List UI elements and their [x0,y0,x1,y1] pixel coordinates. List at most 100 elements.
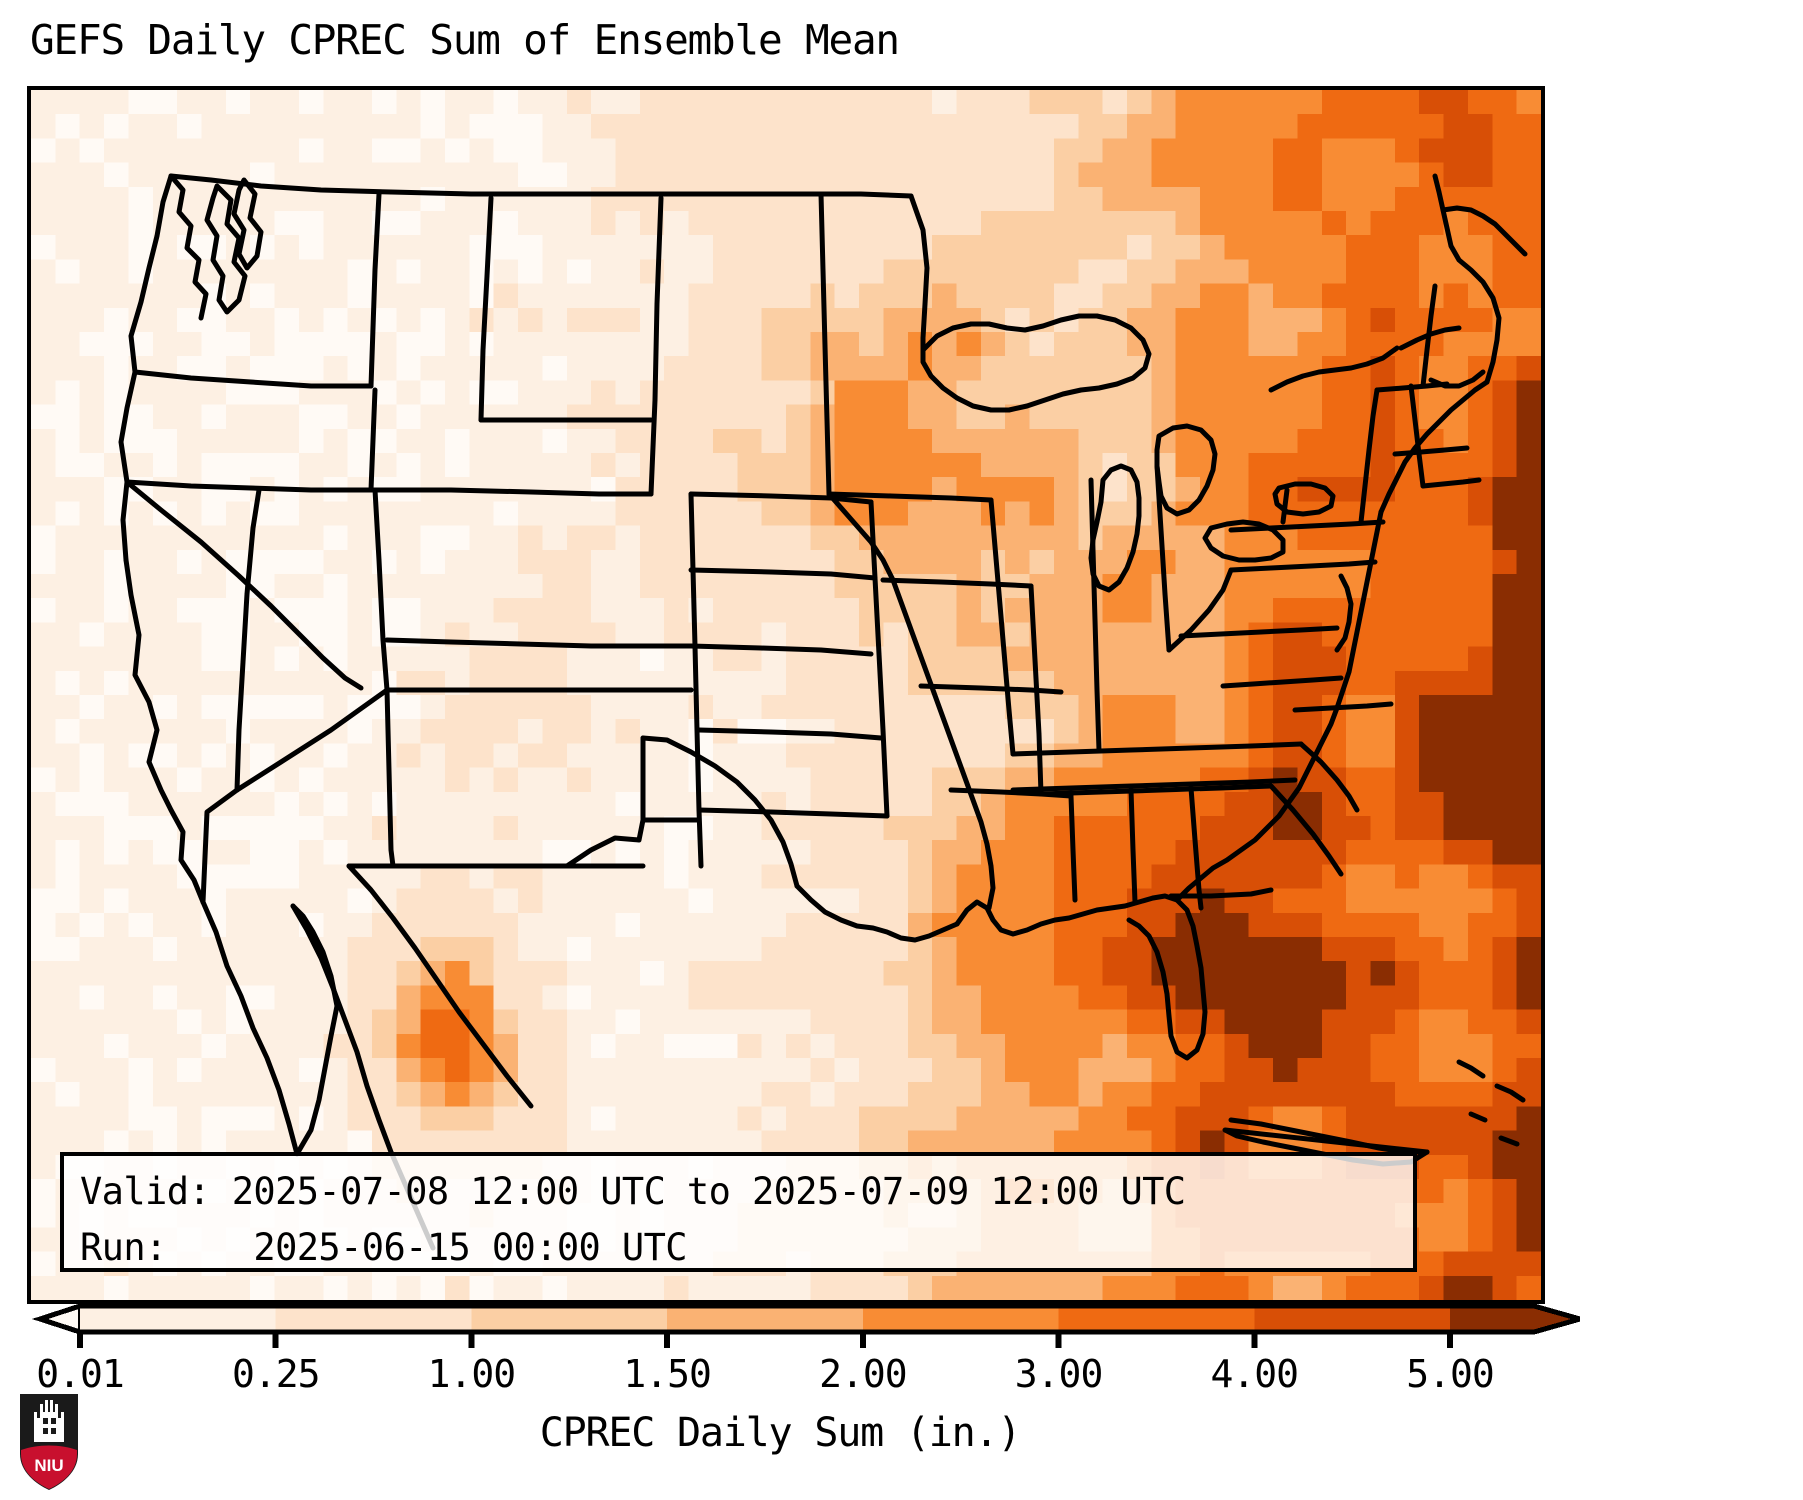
precip-cell [591,1106,617,1132]
precip-cell [1248,259,1274,285]
precip-cell [298,428,324,454]
precip-cell [1370,961,1396,986]
precip-cell [542,864,568,890]
precip-cell [493,332,519,357]
precip-cell [396,791,422,817]
precip-cell [1467,864,1493,890]
precip-cell [128,840,154,865]
precip-cell [104,356,130,381]
precip-cell [250,549,276,575]
precip-cell [55,525,81,551]
precip-cell [1346,816,1372,841]
precip-cell [737,888,763,914]
precip-cell [907,453,933,478]
precip-cell [1492,961,1518,986]
precip-cell [859,1130,885,1156]
precip-cell [347,791,373,817]
precip-cell [1394,767,1420,793]
precip-cell [201,719,227,744]
precip-cell [859,138,885,164]
precip-cell [1297,235,1323,260]
precip-cell [79,138,105,164]
precip-cell [1419,211,1445,236]
precip-cell [1029,453,1055,478]
precip-cell [761,138,787,164]
colorbar-tick-label: 1.00 [427,1352,517,1396]
precip-cell [907,138,933,164]
precip-cell [1200,211,1225,236]
precip-cell [420,888,446,914]
precip-cell [956,719,982,744]
precip-cell [615,162,641,188]
precip-cell [1516,767,1541,793]
precip-cell [1175,283,1201,309]
precip-cell [1370,307,1396,333]
precip-cell [225,1106,251,1132]
precip-cell [420,1130,446,1156]
precip-cell [1005,961,1031,986]
precip-cell [664,162,690,188]
precip-cell [786,1130,811,1156]
precip-cell [1346,138,1372,164]
precip-cell [420,840,446,865]
precip-cell [1273,114,1299,139]
precip-cell [79,404,105,430]
precip-cell [956,525,982,551]
precip-cell [859,1275,885,1300]
precip-cell [542,719,568,744]
precip-cell [323,816,349,841]
precip-cell [834,1033,860,1059]
precip-cell [396,307,422,333]
precip-cell [1005,453,1031,478]
precip-cell [591,307,617,333]
precip-cell [1175,1130,1201,1156]
precip-cell [956,211,982,236]
precip-cell [1175,598,1201,623]
precip-cell [104,90,130,115]
precip-cell [786,1033,811,1059]
precip-cell [55,816,81,841]
precip-cell [1419,937,1445,962]
precip-cell [128,501,154,527]
precip-cell [566,816,592,841]
precip-cell [1467,1033,1493,1059]
precip-cell [786,356,811,381]
colorbar-tick-label: 0.01 [36,1352,125,1396]
precip-cell [737,937,763,962]
precip-cell [152,864,178,890]
precip-cell [1029,332,1055,357]
precip-cell [883,235,909,260]
precip-cell [1370,259,1396,285]
precip-cell [1346,235,1372,260]
precip-cell [810,1009,836,1035]
precip-cell [883,404,909,430]
precip-cell [152,1058,178,1083]
precip-cell [1102,985,1128,1011]
precip-cell [152,670,178,696]
precip-cell [1078,840,1104,865]
precip-cell [298,138,324,164]
precip-cell [1029,501,1055,527]
precip-cell [1053,646,1079,672]
precip-cell [834,186,860,212]
precip-cell [1224,186,1250,212]
precip-cell [1224,380,1250,406]
precip-cell [396,985,422,1011]
precip-cell [566,404,592,430]
precip-cell [1346,985,1372,1011]
precip-cell [1321,1106,1347,1132]
precip-cell [1102,840,1128,865]
precip-cell [566,719,592,744]
precip-cell [639,501,665,527]
precip-cell [420,259,446,285]
colorbar-tick-label: 0.25 [231,1352,321,1396]
precip-cell [761,864,787,890]
precip-cell [1248,912,1274,938]
precip-cell [956,670,982,696]
precip-cell [591,1009,617,1035]
precip-cell [639,574,665,599]
precip-cell [104,211,130,236]
precip-cell [615,1275,641,1300]
precip-cell [1516,840,1541,865]
precip-cell [420,1058,446,1083]
